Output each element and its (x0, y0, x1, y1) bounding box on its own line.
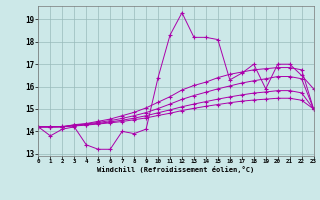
X-axis label: Windchill (Refroidissement éolien,°C): Windchill (Refroidissement éolien,°C) (97, 166, 255, 173)
